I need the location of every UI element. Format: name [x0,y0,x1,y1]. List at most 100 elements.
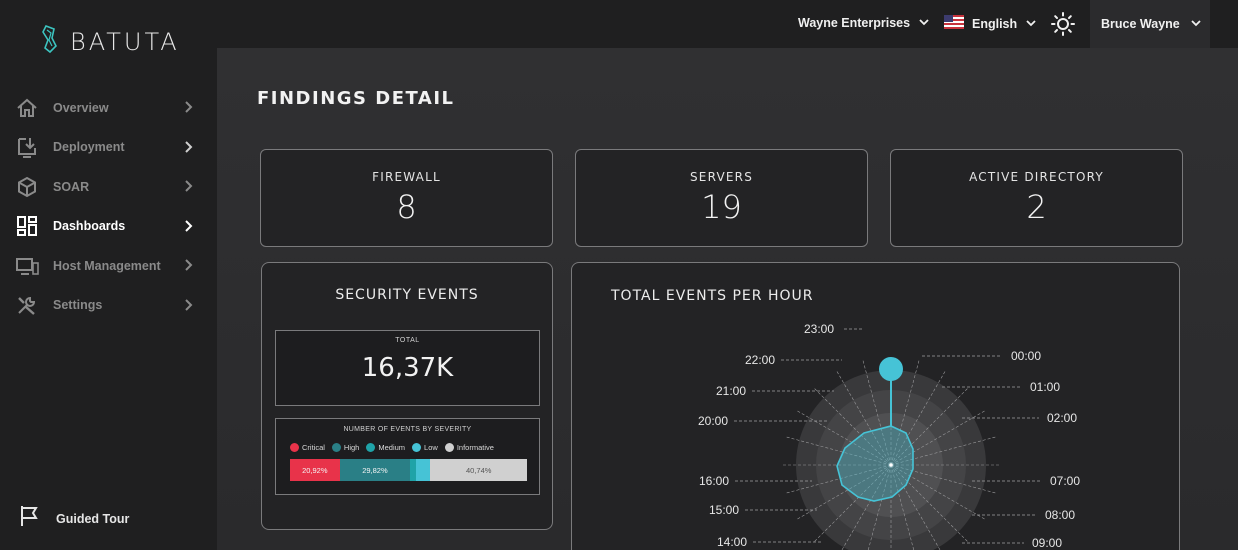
monitor-icon [15,254,39,278]
events-per-hour-card: TOTAL EVENTS PER HOUR 23:00 00:00 22:00 01:… [571,262,1180,550]
hour-label: 08:00 [1045,508,1075,522]
hour-label: 14:00 [717,535,747,549]
hour-label: 22:00 [745,353,775,367]
radar-series-area [836,425,914,502]
sidebar-item-label: Host Management [53,258,161,273]
severity-segment-medium [410,459,417,481]
radar-spoke [862,358,892,466]
theme-toggle[interactable] [1050,11,1076,42]
stat-value: 8 [396,188,417,226]
events-per-hour-title: TOTAL EVENTS PER HOUR [611,288,814,304]
sidebar-item-dashboards[interactable]: Dashboards [0,207,217,247]
legend-dot [331,443,341,452]
app-name: BATUTA [70,27,180,56]
radar-spoke [890,358,920,466]
stat-label: ACTIVE DIRECTORY [969,170,1104,184]
language-label: English [972,16,1018,31]
radar-spoke [784,436,892,466]
sidebar-nav: Overview Deployment SOAR Dashboards [0,88,217,325]
legend-informative: Informative [444,443,494,452]
severity-percent-label: 29,82% [362,465,388,475]
batuta-logo-icon [40,24,62,59]
severity-segment-critical: 20,92% [290,459,340,481]
security-events-title: SECURITY EVENTS [335,287,479,303]
user-name: Bruce Wayne [1101,17,1180,31]
sidebar-item-settings[interactable]: Settings [0,286,217,326]
sidebar-item-overview[interactable]: Overview [0,88,217,128]
radar-spoke [784,464,892,494]
active-directory-card[interactable]: ACTIVE DIRECTORY 2 [890,149,1183,247]
guided-tour-button[interactable]: Guided Tour [18,504,129,533]
radar-spoke [841,464,892,550]
severity-percent-label: 20,92% [302,465,328,475]
radar-spoke [795,409,892,466]
sidebar: BATUTA Overview Deployment SOAR [0,0,217,550]
security-events-card: SECURITY EVENTS TOTAL 16,37K NUMBER OF E… [261,262,553,530]
legend-label: Medium [378,443,406,452]
servers-card[interactable]: SERVERS 19 [575,149,868,247]
user-menu[interactable]: Bruce Wayne [1090,0,1210,48]
legend-dot [290,443,299,452]
hour-label: 15:00 [709,503,739,517]
radar-center-point [889,463,893,467]
download-icon [15,135,39,159]
chevron-right-icon [184,100,194,119]
hourly-radar-chart: 23:00 00:00 22:00 01:00 21:00 02:00 20:00 16:00… [698,322,1080,550]
chevron-down-icon [1190,17,1202,31]
chevron-right-icon [184,140,194,159]
app-logo[interactable]: BATUTA [40,24,180,59]
organization-name: Wayne Enterprises [798,16,911,30]
severity-percent-label: 40,74% [465,465,492,475]
legend-label: Low [424,443,438,452]
severity-stacked-bar: 20,92% 29,82% 40,74% [290,459,527,481]
hour-label: 09:00 [1032,536,1062,550]
stat-value: 2 [1026,188,1047,226]
sidebar-item-label: Settings [53,298,103,313]
dashboard-icon [15,214,39,238]
sidebar-item-label: SOAR [53,179,90,194]
severity-box: NUMBER OF EVENTS BY SEVERITY Critical Hi… [275,418,540,495]
radar-spoke [835,369,892,466]
organization-selector[interactable]: Wayne Enterprises [798,16,930,30]
severity-segment-low [416,459,431,481]
stat-label: SERVERS [689,170,754,184]
hour-label: 02:00 [1047,411,1077,425]
total-value: 16,37K [361,353,454,383]
hour-label: 07:00 [1050,474,1080,488]
severity-segment-informative: 40,74% [430,459,527,481]
sidebar-item-soar[interactable]: SOAR [0,167,217,207]
radar-spoke [890,464,998,494]
legend-high: High [331,443,359,452]
radar-spoke [890,409,987,466]
sidebar-item-deployment[interactable]: Deployment [0,128,217,168]
radar-spoke [890,464,987,521]
hour-label: 21:00 [716,384,746,398]
legend-dot [412,443,422,452]
hour-label: 16:00 [699,474,729,488]
chevron-right-icon [184,258,194,277]
hour-label: 20:00 [698,414,728,428]
severity-title: NUMBER OF EVENTS BY SEVERITY [343,426,472,433]
radar-spoke [890,464,941,550]
cube-icon [15,175,39,199]
legend-label: Informative [456,443,494,452]
flag-icon [18,504,42,533]
us-flag-icon [944,15,964,32]
legend-dot [366,443,376,452]
sun-icon [1050,12,1076,41]
radar-peak-point [879,357,903,381]
stat-value: 19 [701,188,742,226]
radar-spoke [890,464,969,543]
radar-spoke [795,464,892,521]
stat-label: FIREWALL [372,170,441,184]
radar-spoke [890,369,947,466]
language-selector[interactable]: English [944,15,1037,32]
sidebar-item-label: Overview [53,100,109,115]
legend-low: Low [412,443,438,452]
radar-spoke [890,387,969,466]
guided-tour-label: Guided Tour [56,511,130,526]
page-title: FINDINGS DETAIL [257,88,455,109]
firewall-card[interactable]: FIREWALL 8 [260,149,553,247]
sidebar-item-host-management[interactable]: Host Management [0,246,217,286]
legend-label: Critical [302,443,325,452]
